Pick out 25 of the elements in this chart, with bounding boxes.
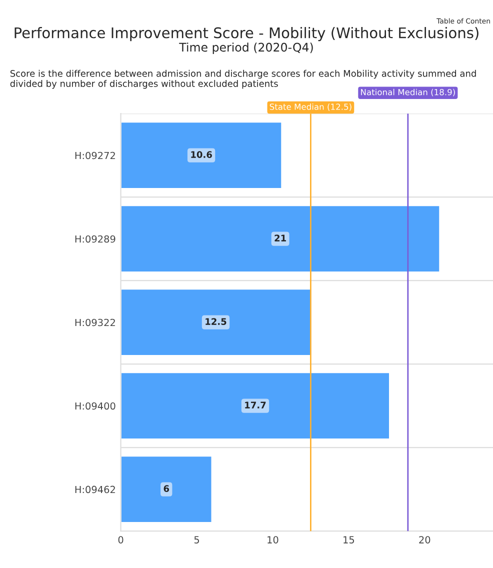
text: Score is the difference between admission and discharge scores for each Mobility activity summed and divided by number of discharges without excluded patients (10, 70, 476, 89)
chart-title: Performance Improvement Score - Mobility (Without Exclusions) (14, 27, 478, 42)
data-label: 6 (164, 485, 170, 492)
x-tick-label: 15 (344, 536, 354, 544)
x-tick-label: 10 (268, 536, 278, 544)
data-label: 12.5 (206, 318, 226, 325)
bar (120, 455, 213, 524)
y-tick-label: H:09462 (75, 486, 115, 494)
y-tick-label: H:09272 (75, 152, 115, 160)
bar (120, 121, 283, 190)
ref-line-label: National Median (18.9) (361, 88, 455, 96)
data-label: 17.7 (245, 402, 266, 408)
bar (120, 288, 312, 356)
x-tick-label: 0 (118, 536, 124, 544)
data-label: 10.6 (191, 151, 212, 158)
y-tick-label: H:09289 (75, 235, 116, 243)
y-tick-label: H:09400 (75, 402, 116, 410)
bar (120, 372, 390, 440)
data-label: 21 (274, 234, 286, 242)
ref-line-label: State Median (12.5) (270, 103, 352, 111)
bar (120, 204, 441, 273)
y-tick-label: H:09322 (75, 318, 115, 326)
chart-subtitle: Time period (2020-Q4) (179, 42, 313, 54)
x-tick-label: 20 (419, 536, 430, 544)
x-tick-label: 5 (194, 536, 199, 544)
